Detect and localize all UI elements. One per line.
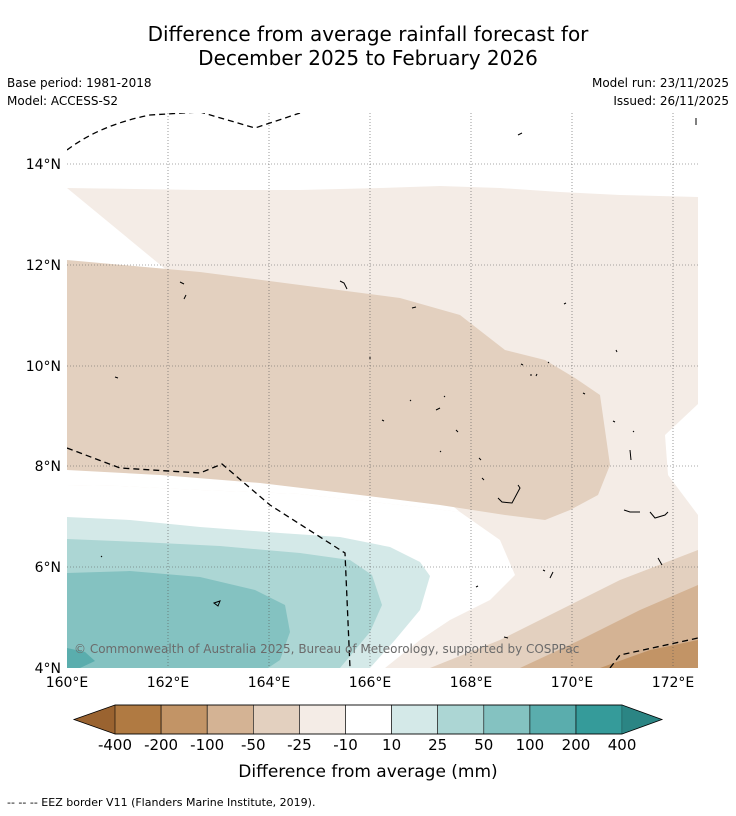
model-name: Model: ACCESS-S2 <box>7 94 119 108</box>
lat-label-8n: 8°N <box>35 459 61 475</box>
colorbar-segment <box>483 704 531 735</box>
lat-label-4n: 4°N <box>35 661 61 677</box>
colorbar-segment <box>299 704 346 735</box>
contour-wet-100 <box>67 648 95 668</box>
colorbar-segment <box>437 704 485 735</box>
colorbar-tick-label: -10 <box>333 736 358 754</box>
lon-label-162e: 162°E <box>147 675 190 691</box>
colorbar-outline <box>72 704 664 735</box>
meta-right: Model run: 23/11/2025 Issued: 26/11/2025 <box>592 74 729 110</box>
colorbar-tick-label: 200 <box>562 736 591 754</box>
islands <box>100 118 697 639</box>
eez-borders <box>67 113 698 668</box>
lat-tick-labels: 14°N 12°N 10°N 8°N 6°N 4°N <box>26 157 61 677</box>
colorbar-tick-label: -25 <box>287 736 312 754</box>
colorbar: -400 -200 -100 -50 -25 -10 10 25 50 100 200 400 <box>72 704 664 754</box>
model-run: Model run: 23/11/2025 <box>591 76 729 90</box>
lon-label-170e: 170°E <box>551 675 594 691</box>
colorbar-segment <box>160 704 208 735</box>
colorbar-segment <box>529 704 577 735</box>
title-line-2: December 2025 to February 2026 <box>198 46 538 70</box>
colorbar-tick-label: -400 <box>98 736 132 754</box>
lon-label-168e: 168°E <box>450 675 493 691</box>
lon-label-164e: 164°E <box>248 675 291 691</box>
legend-title: Difference from average (mm) <box>238 762 497 782</box>
colorbar-segment <box>391 704 439 735</box>
contour-dry-medium <box>67 260 610 520</box>
colorbar-tick-label: 100 <box>516 736 545 754</box>
colorbar-tick-label: 50 <box>474 736 493 754</box>
base-period: Base period: 1981-2018 <box>7 76 152 90</box>
meta-left: Base period: 1981-2018 Model: ACCESS-S2 <box>7 74 152 110</box>
title-line-1: Difference from average rainfall forecas… <box>147 22 589 46</box>
colorbar-segment <box>253 704 300 735</box>
rainfall-contours <box>67 113 698 668</box>
colorbar-tick-label: 10 <box>382 736 401 754</box>
copyright-notice: © Commonwealth of Australia 2025, Bureau… <box>74 642 579 656</box>
colorbar-tick-label: -50 <box>241 736 266 754</box>
colorbar-segment <box>575 704 623 735</box>
colorbar-tick-label: -200 <box>144 736 178 754</box>
contour-wet-50 <box>67 571 290 668</box>
lat-label-6n: 6°N <box>35 560 61 576</box>
colorbar-tick-label: -100 <box>190 736 224 754</box>
lat-label-12n: 12°N <box>26 258 61 274</box>
contour-dry-se-3 <box>600 640 698 668</box>
lat-label-14n: 14°N <box>26 157 61 173</box>
lon-label-160e: 160°E <box>46 675 89 691</box>
lon-label-166e: 166°E <box>349 675 392 691</box>
lat-label-10n: 10°N <box>26 359 61 375</box>
lon-label-172e: 172°E <box>652 675 695 691</box>
colorbar-tick-label: 25 <box>428 736 447 754</box>
colorbar-segment <box>345 704 392 735</box>
colorbar-arrow-right <box>622 705 662 734</box>
colorbar-arrow-left <box>74 705 115 734</box>
colorbar-segment <box>114 704 162 735</box>
lon-tick-labels: 160°E 162°E 164°E 166°E 168°E 170°E 172°… <box>46 675 695 691</box>
gridlines <box>67 113 698 668</box>
colorbar-segment <box>206 704 254 735</box>
map-title: Difference from average rainfall forecas… <box>0 22 736 70</box>
eez-footnote: -- -- -- EEZ border V11 (Flanders Marine… <box>7 796 316 809</box>
issued-date: Issued: 26/11/2025 <box>613 94 729 108</box>
colorbar-tick-label: 400 <box>608 736 637 754</box>
